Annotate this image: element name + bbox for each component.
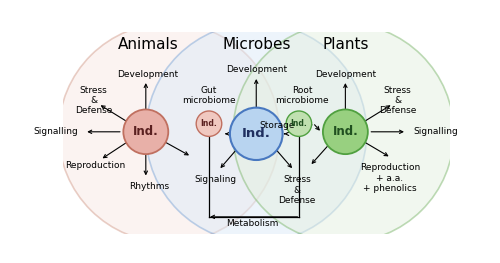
Text: Plants: Plants bbox=[322, 37, 368, 52]
Text: Reproduction
+ a.a.
+ phenolics: Reproduction + a.a. + phenolics bbox=[360, 163, 420, 193]
Ellipse shape bbox=[146, 23, 366, 242]
Text: Stress
&
Defense: Stress & Defense bbox=[75, 85, 112, 115]
Ellipse shape bbox=[58, 23, 280, 242]
Text: Root
microbiome: Root microbiome bbox=[275, 86, 329, 105]
Text: Rhythms: Rhythms bbox=[130, 182, 170, 191]
Ellipse shape bbox=[233, 23, 454, 242]
Text: Ind.: Ind. bbox=[332, 125, 358, 138]
Text: Metabolism: Metabolism bbox=[226, 219, 278, 228]
Text: Signaling: Signaling bbox=[194, 175, 236, 184]
Text: Animals: Animals bbox=[118, 37, 178, 52]
Text: Gut
microbiome: Gut microbiome bbox=[182, 86, 236, 105]
Text: Stress
&
Defense: Stress & Defense bbox=[278, 175, 316, 205]
Ellipse shape bbox=[196, 111, 222, 136]
Ellipse shape bbox=[230, 108, 282, 160]
Text: Development: Development bbox=[315, 69, 376, 79]
Text: Ind.: Ind. bbox=[290, 119, 307, 128]
Ellipse shape bbox=[124, 109, 168, 154]
Ellipse shape bbox=[323, 109, 368, 154]
Text: Ind.: Ind. bbox=[133, 125, 158, 138]
Text: Signalling: Signalling bbox=[33, 127, 78, 136]
Text: Reproduction: Reproduction bbox=[66, 161, 126, 170]
Text: Development: Development bbox=[226, 65, 287, 74]
Text: Development: Development bbox=[117, 69, 178, 79]
Text: Ind.: Ind. bbox=[242, 127, 270, 140]
Text: Microbes: Microbes bbox=[222, 37, 290, 52]
Text: Storage: Storage bbox=[260, 121, 295, 130]
Text: Ind.: Ind. bbox=[200, 119, 218, 128]
Text: Stress
&
Defense: Stress & Defense bbox=[379, 85, 416, 115]
Ellipse shape bbox=[286, 111, 312, 136]
Text: Signalling: Signalling bbox=[413, 127, 458, 136]
